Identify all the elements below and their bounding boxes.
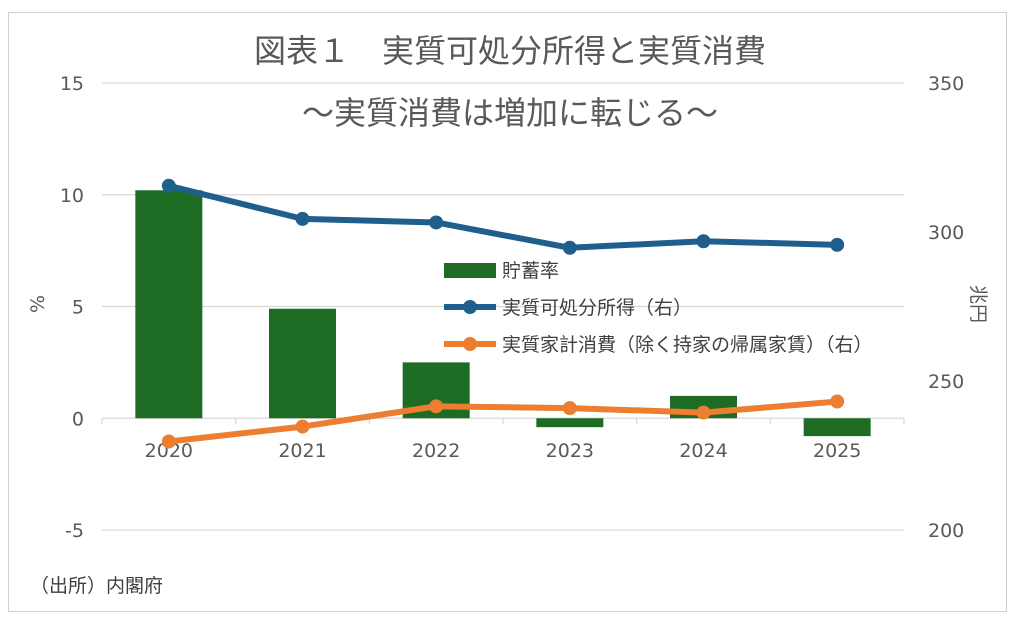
- left-axis-ticks: 15 10 5 0 -5: [60, 73, 84, 542]
- line-point: [562, 240, 577, 255]
- left-tick-label: 10: [60, 185, 84, 207]
- right-axis-label: 兆円: [967, 285, 989, 323]
- line-point: [429, 399, 444, 414]
- bar-2023: [536, 418, 604, 428]
- source-note: （出所）内閣府: [30, 575, 163, 597]
- line-point: [696, 234, 711, 249]
- line-point: [161, 434, 176, 449]
- left-tick-label: -5: [65, 520, 84, 542]
- legend-label: 実質可処分所得（右）: [502, 297, 692, 319]
- legend-swatch-marker: [463, 300, 477, 314]
- legend-label: 貯蓄率: [502, 260, 559, 282]
- right-axis-ticks: 350 300 250 200: [928, 73, 964, 542]
- right-tick-label: 200: [928, 520, 964, 542]
- left-axis-label: %: [27, 295, 49, 313]
- legend-label: 実質家計消費（除く持家の帰属家賃）（右）: [502, 334, 873, 356]
- right-tick-label: 300: [928, 222, 964, 244]
- bar-series: [135, 190, 871, 437]
- line-point: [161, 178, 176, 193]
- line-point: [696, 405, 711, 420]
- right-tick-label: 250: [928, 371, 964, 393]
- line-point: [295, 419, 310, 434]
- category-label: 2021: [278, 440, 326, 462]
- bar-2021: [269, 308, 336, 419]
- line-series-1: [168, 182, 838, 251]
- bar-2025: [803, 418, 871, 437]
- category-label: 2024: [679, 440, 727, 462]
- left-tick-label: 5: [72, 297, 84, 319]
- line-point: [830, 394, 845, 409]
- chart-title: 図表１ 実質可処分所得と実質消費: [254, 32, 766, 70]
- category-label: 2025: [813, 440, 861, 462]
- line-series: [161, 178, 845, 449]
- legend-swatch-marker: [463, 337, 477, 351]
- gridlines: [101, 82, 905, 531]
- legend-swatch-bar: [444, 263, 496, 278]
- line-point: [562, 401, 577, 416]
- bar-2020: [135, 190, 203, 419]
- category-labels: 2020 2021 2022 2023 2024 2025: [145, 440, 862, 462]
- chart-subtitle: ～実質消費は増加に転じる～: [302, 94, 718, 132]
- line-point: [429, 215, 444, 230]
- left-tick-label: 15: [60, 73, 84, 95]
- category-label: 2020: [145, 440, 193, 462]
- right-tick-label: 350: [928, 73, 964, 95]
- left-tick-label: 0: [72, 408, 84, 430]
- line-series-2: [168, 398, 838, 445]
- line-point: [830, 237, 845, 252]
- line-point: [295, 211, 310, 226]
- category-label: 2023: [546, 440, 594, 462]
- category-label: 2022: [412, 440, 460, 462]
